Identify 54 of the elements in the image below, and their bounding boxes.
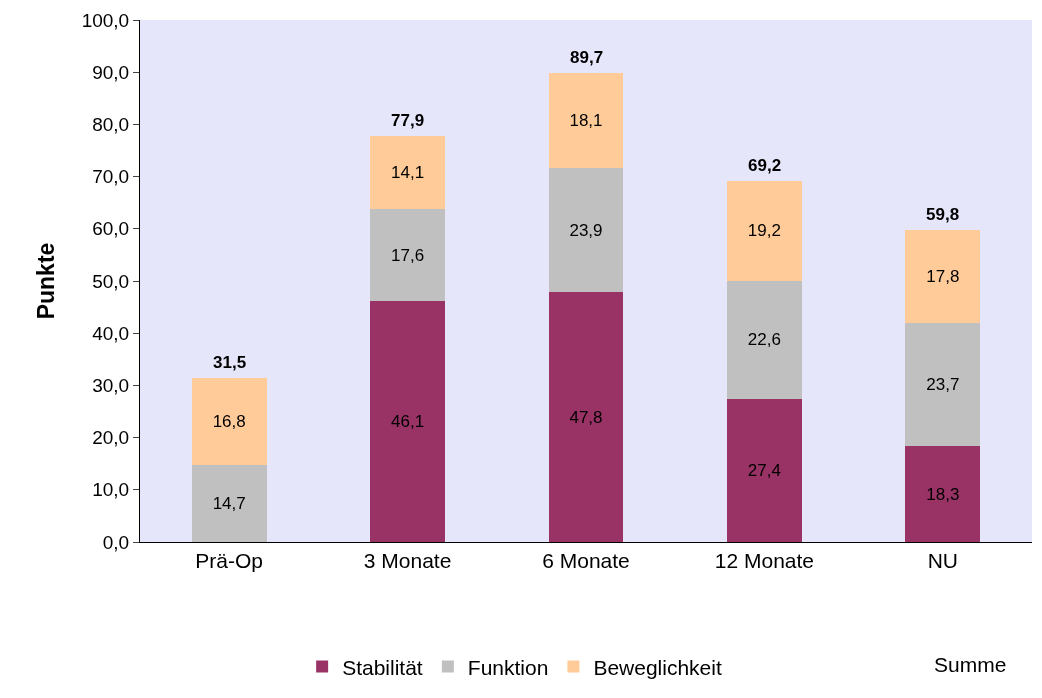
bar bbox=[905, 322, 981, 447]
data-label: 18,3 bbox=[926, 484, 960, 504]
data-label: 18,1 bbox=[569, 110, 603, 130]
data-label: 23,9 bbox=[569, 220, 603, 240]
y-tick-label: 100,0 bbox=[81, 9, 130, 31]
x-tick-label: 6 Monate bbox=[542, 549, 630, 573]
data-label: 14,1 bbox=[391, 163, 425, 183]
data-label: 27,4 bbox=[747, 460, 781, 480]
data-label: 14,7 bbox=[212, 494, 246, 514]
y-axis-title: Punkte bbox=[33, 242, 60, 320]
x-tick-label: NU bbox=[927, 549, 958, 573]
bar bbox=[548, 292, 624, 542]
y-tick-label: 10,0 bbox=[92, 479, 130, 501]
y-tick-label: 30,0 bbox=[92, 375, 130, 397]
y-tick-label: 70,0 bbox=[92, 166, 130, 188]
data-label: 46,1 bbox=[391, 412, 425, 432]
bar bbox=[905, 229, 981, 323]
legend-label: Stabilität bbox=[342, 655, 423, 679]
y-tick-label: 90,0 bbox=[92, 61, 130, 83]
data-label: 19,2 bbox=[747, 221, 781, 241]
bar bbox=[370, 209, 446, 302]
y-tick-label: 0,0 bbox=[102, 531, 130, 553]
total-label: 89,7 bbox=[570, 48, 604, 67]
bar bbox=[726, 398, 802, 542]
data-label: 17,8 bbox=[926, 266, 960, 286]
y-tick-label: 60,0 bbox=[92, 218, 130, 240]
y-tick-label: 40,0 bbox=[92, 322, 130, 344]
x-tick-label: Prä-Op bbox=[195, 549, 264, 573]
data-label: 23,7 bbox=[926, 375, 960, 395]
bar bbox=[726, 180, 802, 281]
data-label: 17,6 bbox=[391, 245, 425, 265]
total-label: 69,2 bbox=[748, 156, 782, 175]
data-label: 47,8 bbox=[569, 407, 603, 427]
bar bbox=[548, 73, 624, 168]
y-tick-label: 80,0 bbox=[92, 114, 130, 136]
x-tick-label: 12 Monate bbox=[714, 549, 815, 573]
data-label: 16,8 bbox=[212, 411, 246, 431]
x-tick-label: 3 Monate bbox=[363, 549, 452, 573]
bar bbox=[370, 301, 446, 542]
bar bbox=[191, 377, 267, 466]
y-tick-label: 20,0 bbox=[92, 427, 130, 449]
bar bbox=[370, 135, 446, 210]
bar bbox=[905, 446, 981, 542]
bar bbox=[548, 167, 624, 293]
data-label: 22,6 bbox=[747, 330, 781, 350]
legend-label: Funktion bbox=[467, 655, 549, 679]
total-label: 77,9 bbox=[391, 111, 425, 130]
total-label: 59,8 bbox=[926, 205, 960, 224]
total-label: 31,5 bbox=[213, 353, 247, 372]
legend-label: Beweglichkeit bbox=[593, 655, 722, 679]
y-tick-label: 50,0 bbox=[92, 270, 130, 292]
text: Summe bbox=[934, 653, 1007, 676]
bar bbox=[191, 465, 267, 542]
bar bbox=[726, 281, 802, 399]
